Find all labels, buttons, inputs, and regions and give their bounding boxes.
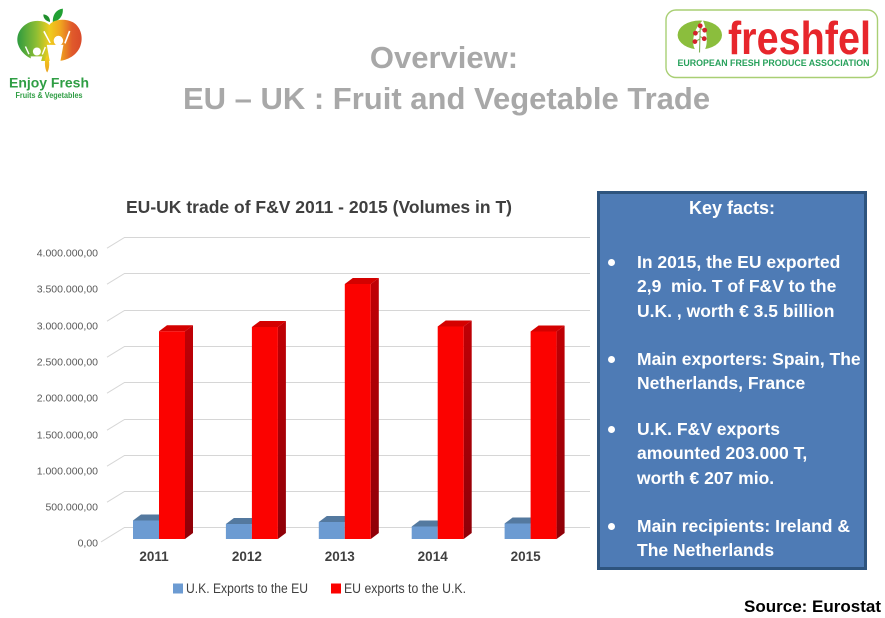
svg-text:EUROPEAN FRESH PRODUCE ASSOCIA: EUROPEAN FRESH PRODUCE ASSOCIATION [678, 58, 870, 69]
svg-text:3.000.000,00: 3.000.000,00 [37, 321, 98, 333]
svg-text:Enjoy Fresh: Enjoy Fresh [9, 76, 89, 91]
svg-text:2.500.000,00: 2.500.000,00 [37, 357, 98, 369]
svg-text:1.500.000,00: 1.500.000,00 [37, 430, 98, 442]
svg-text:2014: 2014 [418, 549, 449, 564]
svg-text:4.000.000,00: 4.000.000,00 [37, 248, 98, 260]
svg-text:2015: 2015 [511, 549, 542, 564]
svg-text:1.000.000,00: 1.000.000,00 [37, 466, 98, 478]
svg-text:2013: 2013 [325, 549, 356, 564]
svg-text:Fruits & Vegetables: Fruits & Vegetables [16, 90, 83, 100]
svg-text:500.000,00: 500.000,00 [45, 502, 98, 514]
svg-text:2011: 2011 [139, 549, 169, 564]
svg-text:EU-UK trade of F&V 2011 - 2015: EU-UK trade of F&V 2011 - 2015 (Volumes … [126, 197, 512, 217]
svg-text:3.500.000,00: 3.500.000,00 [37, 284, 98, 296]
svg-text:2012: 2012 [232, 549, 262, 564]
svg-text:2.000.000,00: 2.000.000,00 [37, 393, 98, 405]
svg-text:freshfel: freshfel [728, 12, 871, 64]
svg-text:U.K. Exports to the EU: U.K. Exports to the EU [186, 581, 308, 596]
svg-text:0,00: 0,00 [78, 538, 99, 550]
svg-text:EU exports to the U.K.: EU exports to the U.K. [344, 581, 466, 596]
